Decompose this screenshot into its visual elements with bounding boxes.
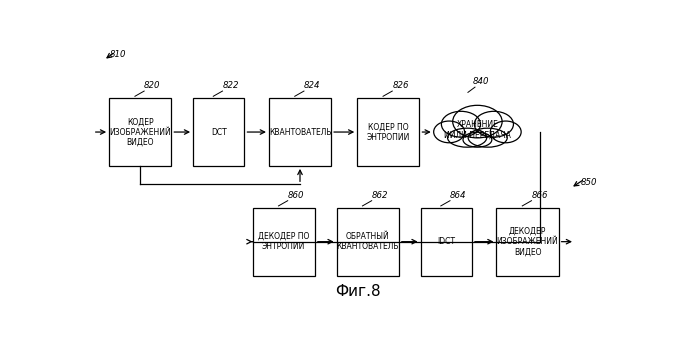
- Ellipse shape: [433, 121, 465, 143]
- Text: КОДЕР ПО
ЭНТРОПИИ: КОДЕР ПО ЭНТРОПИИ: [366, 122, 410, 142]
- Text: 864: 864: [450, 191, 466, 200]
- Bar: [193, 98, 245, 166]
- Ellipse shape: [441, 111, 480, 137]
- Text: 862: 862: [372, 191, 388, 200]
- Text: 820: 820: [144, 81, 161, 90]
- Text: ХРАНЕНИЕ
ИИЛИ ПЕРЕДАЧА: ХРАНЕНИЕ ИИЛИ ПЕРЕДАЧА: [444, 120, 511, 139]
- Ellipse shape: [490, 121, 521, 143]
- Bar: [269, 98, 331, 166]
- Text: DCT: DCT: [211, 127, 226, 137]
- Text: 850: 850: [580, 178, 597, 187]
- Text: 824: 824: [304, 81, 320, 90]
- Text: 822: 822: [222, 81, 239, 90]
- Bar: [496, 208, 559, 276]
- Ellipse shape: [453, 105, 502, 138]
- Text: IDCT: IDCT: [438, 237, 455, 246]
- Text: 810: 810: [110, 50, 127, 59]
- Text: КОДЕР
ИЗОБРАЖЕНИЙ
ВИДЕО: КОДЕР ИЗОБРАЖЕНИЙ ВИДЕО: [109, 117, 171, 147]
- Text: 860: 860: [288, 191, 304, 200]
- Text: КВАНТОВАТЕЛЬ: КВАНТОВАТЕЛЬ: [268, 127, 331, 137]
- Ellipse shape: [468, 128, 507, 147]
- Bar: [421, 208, 472, 276]
- Text: 826: 826: [392, 81, 409, 90]
- Ellipse shape: [463, 132, 492, 147]
- Text: 840: 840: [473, 77, 489, 86]
- Bar: [337, 208, 399, 276]
- Ellipse shape: [475, 111, 514, 137]
- Text: ДЕКОДЕР
ИЗОБРАЖЕНИЙ
ВИДЕО: ДЕКОДЕР ИЗОБРАЖЕНИЙ ВИДЕО: [497, 227, 559, 257]
- Bar: [357, 98, 419, 166]
- Ellipse shape: [447, 128, 487, 147]
- Bar: [109, 98, 171, 166]
- Text: Фиг.8: Фиг.8: [336, 284, 381, 299]
- Bar: [252, 208, 315, 276]
- Text: ДЕКОДЕР ПО
ЭНТРОПИИ: ДЕКОДЕР ПО ЭНТРОПИИ: [258, 232, 310, 252]
- Text: 866: 866: [531, 191, 548, 200]
- Text: ОБРАТНЫЙ
КВАНТОВАТЕЛЬ: ОБРАТНЫЙ КВАНТОВАТЕЛЬ: [336, 232, 399, 252]
